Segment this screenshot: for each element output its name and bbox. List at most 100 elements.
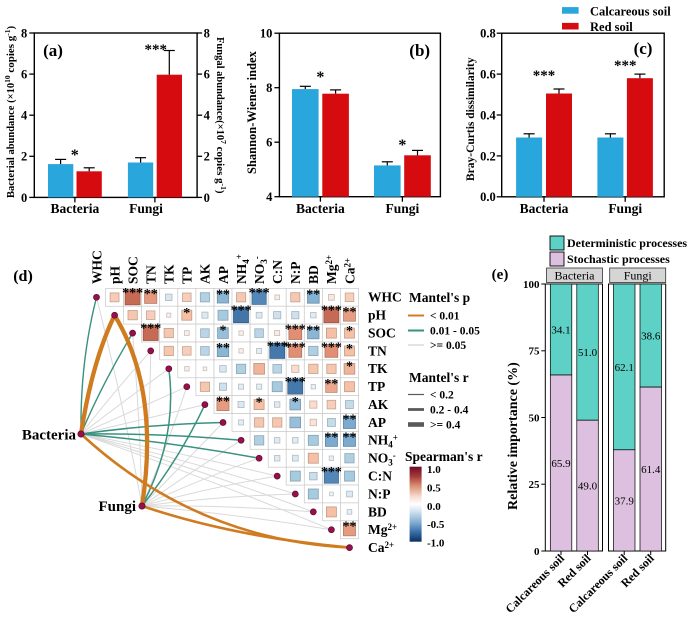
- svg-text:>= 0.4: >= 0.4: [430, 420, 461, 432]
- svg-text:Fungi: Fungi: [624, 269, 653, 283]
- svg-text:***: ***: [533, 68, 556, 84]
- svg-text:(a): (a): [43, 41, 63, 60]
- svg-text:2: 2: [21, 150, 27, 164]
- svg-text:***: ***: [614, 58, 637, 74]
- svg-text:***: ***: [285, 341, 306, 356]
- svg-text:0.8: 0.8: [480, 27, 496, 41]
- svg-text:*: *: [346, 324, 353, 339]
- svg-text:AK: AK: [368, 397, 389, 412]
- svg-text:***: ***: [231, 304, 252, 319]
- svg-text:*: *: [316, 69, 324, 86]
- svg-text:0.6: 0.6: [480, 68, 496, 82]
- svg-text:6: 6: [21, 68, 27, 82]
- svg-text:**: **: [216, 288, 230, 303]
- svg-text:100: 100: [523, 279, 540, 291]
- svg-text:Stochastic processes: Stochastic processes: [567, 252, 670, 266]
- svg-text:***: ***: [140, 322, 161, 337]
- svg-text:**: **: [324, 377, 338, 392]
- svg-text:*: *: [220, 324, 227, 339]
- svg-text:AP: AP: [368, 415, 386, 430]
- svg-text:N:P: N:P: [368, 486, 391, 501]
- svg-text:Mantel's p: Mantel's p: [409, 290, 470, 305]
- svg-text:TK: TK: [368, 361, 388, 376]
- svg-text:Bacteria: Bacteria: [51, 201, 100, 216]
- svg-text:BD: BD: [306, 265, 321, 284]
- svg-text:75: 75: [529, 346, 541, 358]
- svg-text:Fungal abundance(×107 copies g: Fungal abundance(×107 copies g-1): [214, 37, 228, 194]
- svg-text:0: 0: [204, 191, 210, 205]
- svg-text:4: 4: [204, 109, 211, 123]
- svg-text:0.5: 0.5: [427, 483, 441, 495]
- svg-text:Fungi: Fungi: [608, 201, 642, 216]
- svg-text:50: 50: [529, 412, 541, 424]
- svg-text:>= 0.05: >= 0.05: [430, 340, 466, 352]
- svg-text:8: 8: [21, 26, 27, 40]
- svg-text:WHC: WHC: [89, 250, 104, 284]
- svg-text:34.1: 34.1: [551, 325, 570, 337]
- svg-text:65.9: 65.9: [551, 458, 571, 470]
- svg-text:Bacterial abundance (×1010 cop: Bacterial abundance (×1010 copies g-1): [3, 25, 17, 198]
- svg-text:C:N: C:N: [368, 469, 392, 484]
- svg-text:0.4: 0.4: [480, 108, 496, 122]
- svg-text:WHC: WHC: [368, 290, 402, 305]
- svg-text:Relative importance (%): Relative importance (%): [506, 362, 521, 510]
- svg-text:***: ***: [321, 304, 342, 319]
- svg-text:***: ***: [285, 323, 306, 338]
- svg-text:Red soil: Red soil: [590, 20, 633, 34]
- svg-text:AK: AK: [198, 263, 213, 284]
- svg-text:61.4: 61.4: [641, 464, 661, 476]
- svg-text:AP: AP: [216, 266, 231, 284]
- svg-text:*: *: [346, 360, 353, 375]
- svg-text:pH: pH: [107, 265, 122, 284]
- svg-text:0: 0: [534, 546, 540, 558]
- svg-text:*: *: [346, 342, 353, 357]
- svg-text:TN: TN: [368, 343, 387, 358]
- svg-text:0.0: 0.0: [427, 501, 441, 513]
- svg-text:**: **: [144, 287, 158, 302]
- svg-text:0.01 - 0.05: 0.01 - 0.05: [430, 326, 480, 338]
- svg-text:62.1: 62.1: [615, 362, 634, 374]
- svg-text:*: *: [292, 395, 299, 410]
- svg-text:TN: TN: [144, 265, 159, 284]
- svg-text:**: **: [216, 395, 230, 410]
- svg-text:1.0: 1.0: [427, 464, 441, 476]
- svg-text:*: *: [398, 137, 406, 154]
- svg-text:**: **: [306, 288, 320, 303]
- svg-text:***: ***: [249, 286, 270, 301]
- svg-text:Fungi: Fungi: [129, 201, 163, 216]
- svg-text:Bacteria: Bacteria: [520, 201, 569, 216]
- svg-text:**: **: [343, 412, 357, 427]
- svg-text:0.2: 0.2: [480, 149, 496, 163]
- svg-text:Mantel's r: Mantel's r: [409, 370, 469, 385]
- svg-text:N:P: N:P: [288, 262, 303, 285]
- svg-text:**: **: [324, 430, 338, 445]
- svg-text:4: 4: [21, 109, 28, 123]
- svg-text:*: *: [256, 396, 263, 411]
- svg-text:< 0.2: < 0.2: [430, 390, 454, 402]
- svg-text:0: 0: [21, 191, 27, 205]
- svg-text:Bacteria: Bacteria: [555, 269, 596, 283]
- svg-text:SOC: SOC: [125, 256, 140, 284]
- svg-text:51.0: 51.0: [578, 347, 598, 359]
- svg-text:8: 8: [204, 26, 210, 40]
- svg-text:*: *: [71, 147, 79, 164]
- svg-text:***: ***: [145, 42, 168, 58]
- svg-text:Bacteria: Bacteria: [22, 428, 77, 444]
- svg-text:4: 4: [266, 190, 273, 204]
- svg-text:**: **: [306, 323, 320, 338]
- svg-text:C:N: C:N: [270, 260, 285, 284]
- svg-text:49.0: 49.0: [578, 481, 598, 493]
- svg-text:*: *: [183, 306, 190, 321]
- svg-text:**: **: [343, 520, 357, 535]
- svg-text:***: ***: [122, 286, 143, 301]
- svg-text:**: **: [343, 430, 357, 445]
- svg-text:2: 2: [204, 150, 210, 164]
- svg-text:8: 8: [266, 81, 272, 95]
- svg-text:***: ***: [267, 340, 288, 355]
- svg-text:Bacteria: Bacteria: [296, 201, 345, 216]
- svg-text:(c): (c): [634, 39, 653, 58]
- svg-text:TP: TP: [180, 267, 195, 284]
- svg-text:38.6: 38.6: [641, 331, 661, 343]
- svg-text:BD: BD: [368, 504, 387, 519]
- svg-text:***: ***: [321, 341, 342, 356]
